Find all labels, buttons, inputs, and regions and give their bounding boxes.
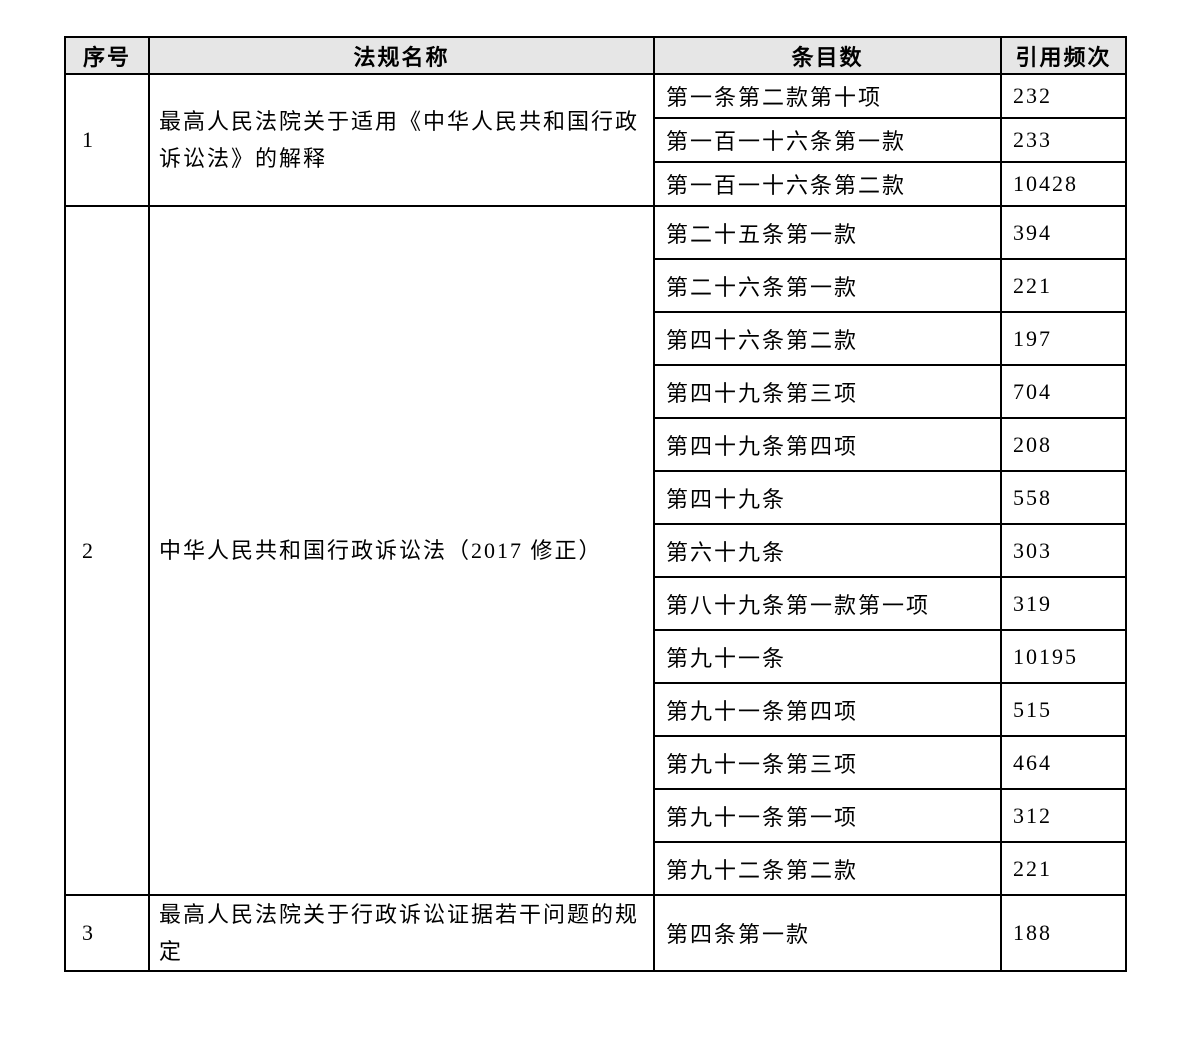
article-label: 第九十一条第一项 [653, 788, 1002, 843]
regulation-name: 最高人民法院关于适用《中华人民共和国行政诉讼法》的解释 [148, 73, 655, 207]
citation-count: 704 [1000, 364, 1127, 419]
table-row: 第一百一十六条第一款 233 [65, 117, 1127, 163]
table-row: 第四十九条第三项 704 [65, 364, 1127, 419]
table-row: 第九十二条第二款 221 [65, 841, 1127, 896]
article-label: 第九十一条第四项 [653, 682, 1002, 737]
citation-count: 221 [1000, 258, 1127, 313]
table-row: 第四十六条第二款 197 [65, 311, 1127, 366]
citation-count: 232 [1000, 73, 1127, 119]
article-label: 第六十九条 [653, 523, 1002, 578]
row-index: 3 [64, 894, 150, 972]
article-label: 第四十九条 [653, 470, 1002, 525]
citation-count: 197 [1000, 311, 1127, 366]
citation-count: 10428 [1000, 161, 1127, 207]
row-index: 2 [64, 205, 150, 896]
header-regulation-name: 法规名称 [148, 36, 655, 75]
table-row: 第九十一条第四项 515 [65, 682, 1127, 737]
table-row: 第九十一条第三项 464 [65, 735, 1127, 790]
article-label: 第一百一十六条第二款 [653, 161, 1002, 207]
citation-count: 312 [1000, 788, 1127, 843]
table-row: 1 最高人民法院关于适用《中华人民共和国行政诉讼法》的解释 第一条第二款第十项 … [64, 73, 1127, 207]
table-row: 第一百一十六条第二款 10428 [65, 161, 1127, 207]
table-row: 第四十九条第四项 208 [65, 417, 1127, 472]
citation-count: 515 [1000, 682, 1127, 737]
regulation-citation-table: 序号 法规名称 条目数 引用频次 1 最高人民法院关于适用《中华人民共和国行政诉… [64, 36, 1127, 972]
table-row: 2 中华人民共和国行政诉讼法（2017 修正） 第二十五条第一款 394 [64, 205, 1127, 896]
article-label: 第四十九条第三项 [653, 364, 1002, 419]
row-index: 1 [64, 73, 150, 207]
citation-count: 558 [1000, 470, 1127, 525]
table-row: 第四十九条 558 [65, 470, 1127, 525]
article-label: 第四十六条第二款 [653, 311, 1002, 366]
regulation-name: 最高人民法院关于行政诉讼证据若干问题的规定 [148, 894, 655, 972]
article-label: 第一百一十六条第一款 [653, 117, 1002, 163]
citation-count: 10195 [1000, 629, 1127, 684]
header-row: 序号 法规名称 条目数 引用频次 [64, 36, 1127, 75]
article-label: 第二十五条第一款 [653, 205, 1002, 260]
citation-count: 394 [1000, 205, 1127, 260]
table-row: 第八十九条第一款第一项 319 [65, 576, 1127, 631]
article-label: 第四十九条第四项 [653, 417, 1002, 472]
citation-count: 319 [1000, 576, 1127, 631]
citation-count: 303 [1000, 523, 1127, 578]
table-row: 3 最高人民法院关于行政诉讼证据若干问题的规定 第四条第一款 188 [64, 894, 1127, 972]
article-label: 第九十二条第二款 [653, 841, 1002, 896]
citation-count: 208 [1000, 417, 1127, 472]
citation-count: 188 [1000, 894, 1127, 972]
header-index: 序号 [64, 36, 150, 75]
header-citation-frequency: 引用频次 [1000, 36, 1127, 75]
table-row: 第六十九条 303 [65, 523, 1127, 578]
article-label: 第二十六条第一款 [653, 258, 1002, 313]
regulation-name: 中华人民共和国行政诉讼法（2017 修正） [148, 205, 655, 896]
citation-count: 464 [1000, 735, 1127, 790]
table-row: 第九十一条 10195 [65, 629, 1127, 684]
article-label: 第九十一条第三项 [653, 735, 1002, 790]
citation-count: 233 [1000, 117, 1127, 163]
article-label: 第一条第二款第十项 [653, 73, 1002, 119]
article-label: 第九十一条 [653, 629, 1002, 684]
header-article: 条目数 [653, 36, 1002, 75]
article-label: 第四条第一款 [653, 894, 1002, 972]
table-row: 第二十六条第一款 221 [65, 258, 1127, 313]
article-label: 第八十九条第一款第一项 [653, 576, 1002, 631]
table-row: 第九十一条第一项 312 [65, 788, 1127, 843]
citation-count: 221 [1000, 841, 1127, 896]
